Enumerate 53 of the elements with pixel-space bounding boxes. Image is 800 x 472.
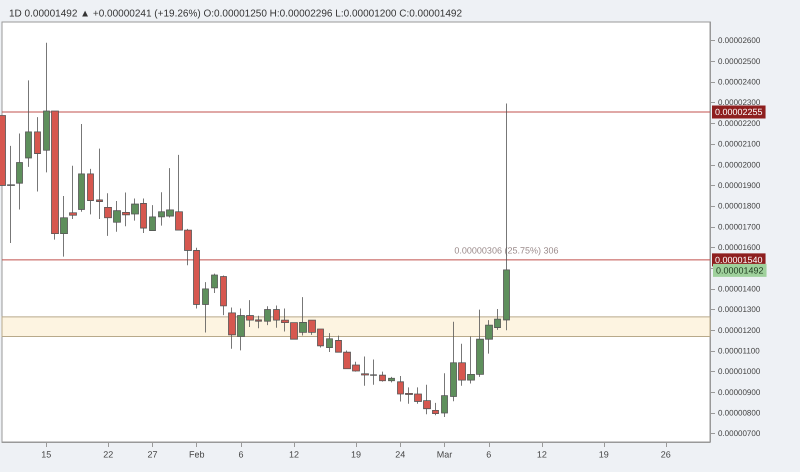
candlestick (211, 273, 218, 294)
candlestick (96, 148, 103, 220)
y-tick-label: 0.00002600 (718, 36, 761, 46)
candlestick (202, 282, 209, 333)
y-tick-label: 0.00001400 (718, 284, 761, 294)
x-tick-label: 6 (486, 450, 492, 460)
chart-title: 1D 0.00001492 ▲ +0.00000241 (+19.26%) O:0.00001250 H:0.00002296 L:0.00001200 C:0.00001492 (9, 8, 462, 20)
y-tick-label: 0.00002400 (718, 78, 761, 86)
candlestick (25, 80, 32, 168)
y-tick-label: 0.00002500 (718, 56, 761, 66)
candlestick (149, 204, 156, 232)
y-tick-label: 0.00002100 (718, 140, 761, 149)
y-tick-label: 0.00001700 (718, 222, 761, 232)
candlestick (16, 133, 23, 210)
candlestick (388, 376, 395, 383)
x-tick-label: 15 (41, 450, 52, 460)
y-tick-label: 0.00001600 (718, 243, 761, 252)
candlestick (87, 168, 94, 215)
y-tick-label: 0.00001200 (718, 326, 761, 335)
x-tick-label: 26 (660, 450, 671, 460)
x-tick-label: Mar (436, 450, 452, 460)
x-tick-label: 12 (536, 450, 547, 460)
text: 0.00001492 (716, 265, 764, 276)
x-tick-label: 19 (598, 450, 609, 460)
candlestick (78, 124, 85, 212)
x-tick-label: 22 (103, 450, 114, 460)
y-tick-label: 0.00000900 (718, 388, 761, 397)
y-tick-label: 0.00001000 (718, 367, 761, 376)
y-tick-label: 0.00002000 (718, 160, 761, 170)
candlestick (326, 332, 333, 352)
candlestick (441, 372, 448, 418)
x-tick-label: 19 (350, 450, 362, 460)
y-tick-label: 0.00001800 (718, 202, 761, 211)
candlestick (69, 165, 77, 220)
y-tick-label: 0.00001100 (718, 346, 760, 356)
candlestick (34, 116, 41, 192)
candlestick (264, 306, 271, 326)
y-tick-label: 0.00001900 (718, 180, 761, 190)
candlestick (220, 275, 227, 316)
x-tick-label: Feb (188, 450, 204, 460)
x-tick-label: 6 (238, 450, 244, 460)
x-tick-label: 12 (289, 450, 300, 460)
candlestick (379, 371, 386, 382)
x-tick-label: 27 (147, 450, 158, 460)
ref-line-label: 0.00001540 (715, 254, 763, 265)
y-tick-label: 0.00001300 (718, 305, 761, 314)
y-tick-label: 0.00000800 (718, 408, 761, 418)
y-tick-label: 0.00002200 (718, 118, 761, 128)
y-tick-label: 0.00002300 (718, 98, 761, 108)
y-tick-label: 0.00000700 (718, 429, 761, 438)
x-tick-label: 24 (395, 450, 406, 460)
ref-line-label: 0.00002255 (715, 107, 763, 117)
candlestick (432, 402, 439, 416)
